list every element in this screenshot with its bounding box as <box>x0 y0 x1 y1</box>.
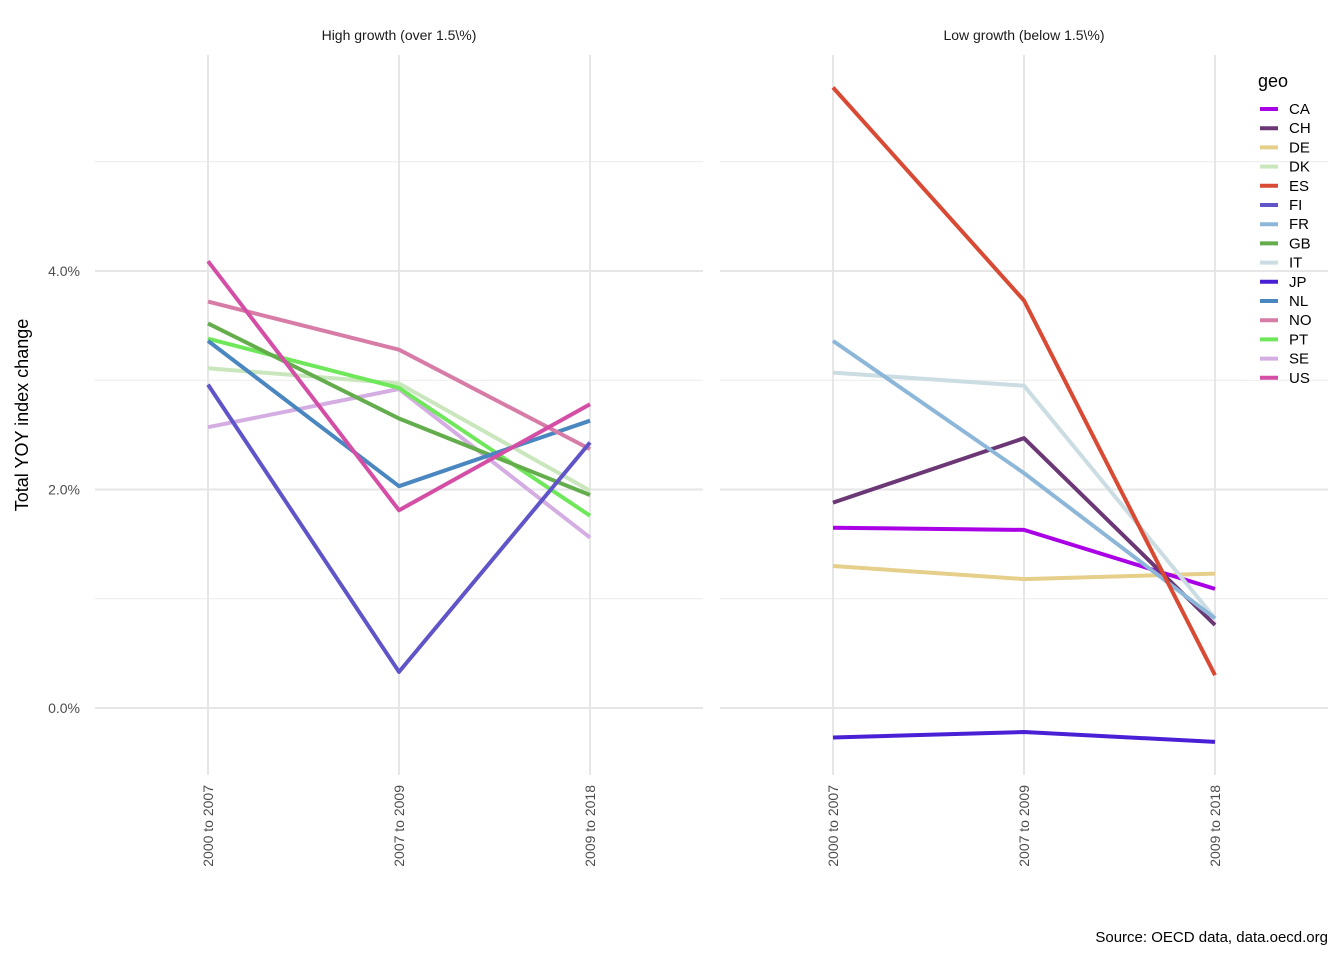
series-line-es <box>831 86 1217 677</box>
series-line-dk <box>207 366 591 493</box>
legend-label-fr: FR <box>1289 216 1309 233</box>
series-line-ch <box>832 436 1217 627</box>
x-tick-label: 2000 to 2007 <box>825 785 841 867</box>
series-line-de <box>832 564 1216 582</box>
series-line-it <box>832 370 1217 620</box>
x-tick-label: 2000 to 2007 <box>200 785 216 867</box>
y-axis-title: Total YOY index change <box>12 319 32 511</box>
panel-title: Low growth (below 1.5\%) <box>943 27 1104 43</box>
series-line-us <box>206 259 591 513</box>
series-line-fi <box>206 383 592 674</box>
legend-label-gb: GB <box>1289 235 1311 252</box>
y-tick-label: 4.0% <box>48 263 80 279</box>
y-tick-label: 0.0% <box>48 700 80 716</box>
legend-label-no: NO <box>1289 312 1312 329</box>
series-line-gb <box>207 321 591 497</box>
series-line-jp <box>832 730 1216 744</box>
x-tick-label: 2009 to 2018 <box>1207 785 1223 867</box>
series-line-nl <box>206 339 591 489</box>
legend-label-us: US <box>1289 370 1310 387</box>
legend-label-it: IT <box>1289 255 1302 272</box>
series-line-no <box>207 299 591 451</box>
panel-title: High growth (over 1.5\%) <box>322 27 477 43</box>
legend-title: geo <box>1258 71 1288 91</box>
legend-label-ca: CA <box>1289 101 1310 118</box>
source-caption: Source: OECD data, data.oecd.org <box>1095 929 1328 946</box>
x-tick-label: 2007 to 2009 <box>1016 785 1032 867</box>
legend-label-ch: CH <box>1289 120 1311 137</box>
x-tick-label: 2007 to 2009 <box>391 785 407 867</box>
legend-label-jp: JP <box>1289 274 1307 291</box>
series-line-fr <box>831 339 1217 620</box>
legend-label-es: ES <box>1289 178 1309 195</box>
y-tick-label: 2.0% <box>48 482 80 498</box>
x-tick-label: 2009 to 2018 <box>582 785 598 867</box>
legend-label-dk: DK <box>1289 159 1310 176</box>
legend-label-pt: PT <box>1289 331 1308 348</box>
legend-label-fi: FI <box>1289 197 1302 214</box>
legend-label-se: SE <box>1289 351 1309 368</box>
legend-label-nl: NL <box>1289 293 1308 310</box>
legend-label-de: DE <box>1289 139 1310 156</box>
